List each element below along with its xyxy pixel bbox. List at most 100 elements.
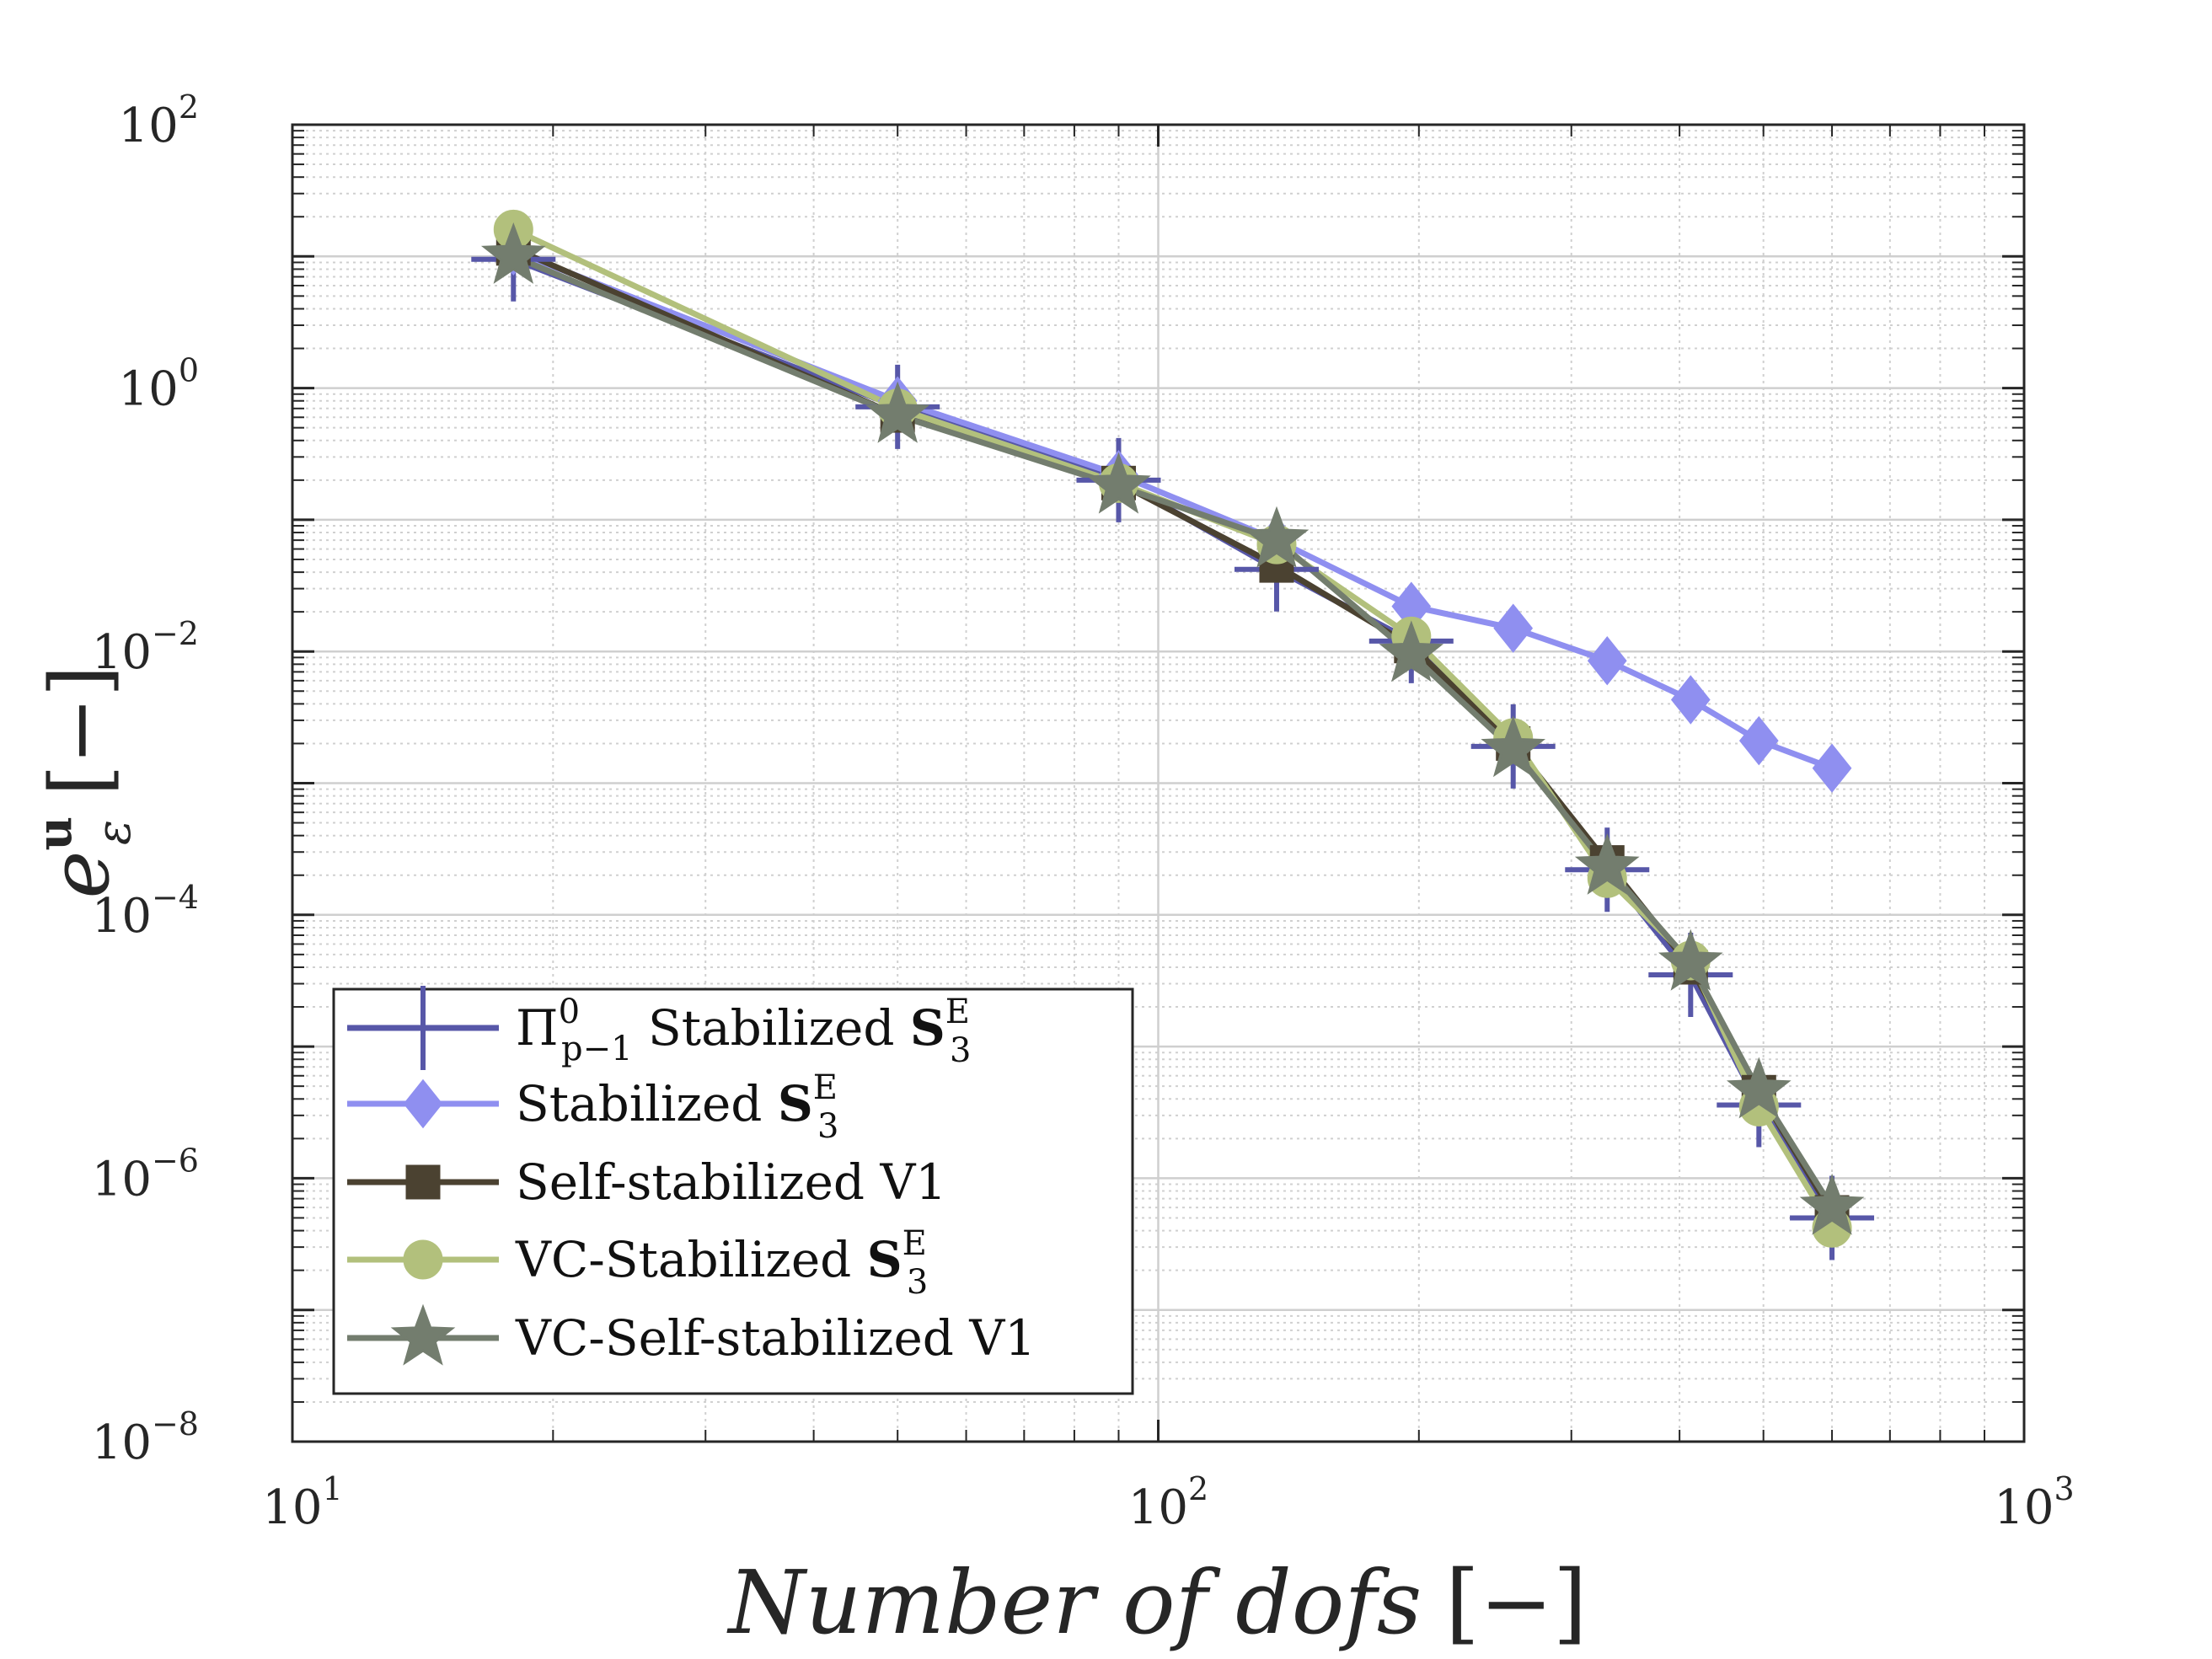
star-marker [1379, 620, 1444, 682]
data-point [1587, 636, 1627, 686]
data-point [865, 381, 930, 443]
diamond-marker [1812, 743, 1852, 793]
x-tick-label-exponent: 1 [323, 1470, 343, 1507]
star-marker [1086, 452, 1151, 514]
data-point [1379, 620, 1444, 682]
legend-label-sub: 3 [907, 1263, 928, 1302]
series-line-5 [511, 254, 1835, 1209]
y-axis-label: euε [−] [27, 666, 142, 899]
legend-label-sub: 3 [950, 1031, 971, 1070]
y-tick-label-exponent: 2 [179, 88, 199, 126]
y-tick-label-base: 10 [92, 1416, 152, 1470]
legend-label-sup: E [945, 993, 970, 1031]
data-point [1244, 506, 1310, 568]
y-tick-label: 10−6 [92, 1142, 199, 1207]
y-tick-label: 10−8 [92, 1405, 199, 1470]
square-marker [405, 1164, 441, 1200]
diamond-marker [1493, 603, 1534, 653]
x-tick-label: 101 [262, 1470, 342, 1535]
data-point [1738, 715, 1779, 766]
legend-box [332, 987, 1134, 1395]
x-tick-label-base: 10 [262, 1480, 322, 1535]
legend-label-sub: 3 [817, 1107, 838, 1146]
series-markers [471, 209, 1875, 1260]
legend-label-bold: S [778, 1075, 813, 1132]
y-axis-label-unit: [−] [33, 666, 127, 796]
data-point [1670, 675, 1711, 725]
diamond-marker [1738, 715, 1779, 766]
x-tick-label-base: 10 [1128, 1480, 1188, 1535]
data-point [480, 222, 546, 284]
y-tick-label-base: 10 [92, 625, 152, 680]
y-tick-label-base: 10 [119, 99, 179, 153]
legend-entry-4: VC-Stabilized SE 3 [347, 1224, 928, 1302]
y-tick-label-base: 10 [119, 362, 179, 417]
x-tick-label: 102 [1128, 1470, 1208, 1535]
data-point [1481, 715, 1546, 778]
x-tick-label-base: 10 [1994, 1480, 2054, 1535]
legend-entry-1: Π0 p−1 Stabilized SE 3 [347, 986, 971, 1070]
y-tick-label-base: 10 [92, 889, 152, 944]
x-axis-label-unit: [−] [1445, 1551, 1587, 1654]
diamond-marker [1670, 675, 1711, 725]
legend-label-text: Self-stabilized V1 [516, 1153, 946, 1211]
legend-label-text: VC-Stabilized [515, 1231, 867, 1288]
x-axis-label-text: Number of dofs [726, 1551, 1422, 1654]
legend-label: Π0 p−1 Stabilized SE 3 [516, 993, 971, 1070]
data-point [1812, 743, 1852, 793]
y-tick-label-exponent: −2 [152, 615, 199, 652]
axis-ticks [291, 123, 2026, 1443]
legend-marker [390, 1303, 456, 1366]
y-tick-label-exponent: −6 [152, 1142, 199, 1179]
y-axis-label-sub: ε [87, 820, 142, 845]
legend-label-bold: S [867, 1231, 902, 1288]
legend-label-bold: S [910, 999, 945, 1057]
x-tick-labels: 101 102 103 [262, 1470, 2074, 1535]
legend-label-sup: E [813, 1068, 838, 1107]
star-marker [1481, 715, 1546, 778]
star-marker [390, 1303, 456, 1366]
legend-entry-2: Stabilized SE 3 [347, 1068, 838, 1146]
legend-label: Stabilized SE 3 [516, 1068, 838, 1146]
star-marker [1726, 1057, 1792, 1119]
data-point [1493, 603, 1534, 653]
legend-entry-3: Self-stabilized V1 [347, 1153, 946, 1211]
x-tick-label: 103 [1994, 1470, 2074, 1535]
legend-label-symbol: Π [516, 999, 559, 1057]
legend-label-symbol-sup: 0 [559, 993, 580, 1031]
legend-label: VC-Self-stabilized V1 [515, 1309, 1036, 1367]
legend-label: VC-Stabilized SE 3 [515, 1224, 928, 1302]
legend-label-text: VC-Self-stabilized V1 [515, 1309, 1036, 1367]
y-tick-label: 10−2 [92, 615, 199, 680]
y-tick-label: 10−4 [92, 879, 199, 944]
x-tick-label-exponent: 3 [2054, 1470, 2075, 1507]
y-tick-label: 102 [119, 88, 199, 153]
y-tick-label: 100 [119, 352, 199, 417]
legend-label-sup: E [902, 1224, 927, 1263]
legend-marker [405, 1164, 441, 1200]
data-point [1086, 452, 1151, 514]
star-marker [480, 222, 546, 284]
legend-label-text: Stabilized [516, 1075, 778, 1132]
diamond-marker [1587, 636, 1627, 686]
star-marker [1244, 506, 1310, 568]
y-tick-label-exponent: −4 [152, 879, 199, 916]
star-marker [1658, 929, 1723, 991]
data-point [1726, 1057, 1792, 1119]
y-tick-label-exponent: 0 [179, 352, 199, 389]
star-marker [1799, 1173, 1865, 1235]
data-point [1574, 832, 1640, 895]
series-line-4 [511, 227, 1835, 1230]
y-axis-label-text: e [33, 851, 127, 899]
y-tick-label-exponent: −8 [152, 1405, 199, 1442]
y-tick-label-base: 10 [92, 1152, 152, 1207]
legend-label: Self-stabilized V1 [516, 1153, 946, 1211]
x-axis-label: Number of dofs [−] [726, 1551, 1587, 1654]
diamond-marker [403, 1078, 443, 1129]
star-marker [865, 381, 930, 443]
series-lines [511, 227, 1835, 1230]
legend-marker [403, 1239, 443, 1280]
